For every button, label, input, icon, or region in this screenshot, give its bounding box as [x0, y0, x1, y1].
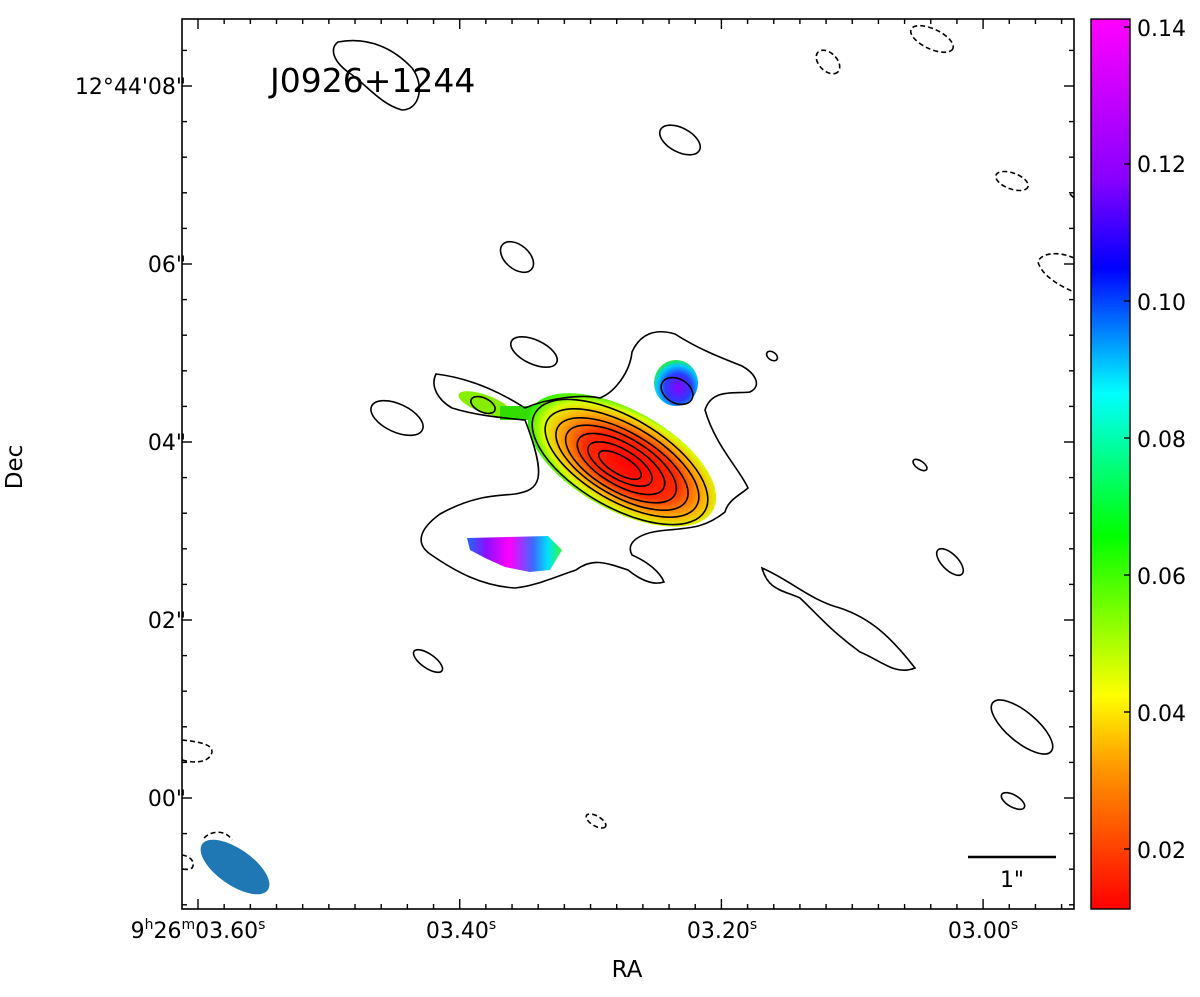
x-tick-labels: 9h26m03.60s 03.40s 03.20s 03.00s: [131, 917, 1019, 944]
core-contour-3: [555, 416, 689, 512]
colorbar-ticks: [1124, 26, 1130, 850]
outer-contour: [420, 330, 758, 589]
image-layer: [182, 24, 1074, 895]
blob-contour-b: [499, 240, 535, 274]
neg-contour-d: [1037, 252, 1074, 293]
y-axis-label: Dec: [2, 445, 28, 490]
core-contour-6: [587, 441, 653, 487]
top-contour: [332, 39, 420, 111]
core-contour-7: [597, 449, 643, 481]
blob-contour-g: [990, 699, 1054, 755]
y-tick-labels: 12°44'08" 06" 04" 02" 00": [75, 75, 186, 812]
core-contour-4: [564, 424, 678, 504]
blob-contour-k: [470, 395, 496, 415]
axis-ticks: [182, 19, 1074, 909]
colorbar-tick-label: 0.08: [1137, 428, 1186, 453]
blob-contour-l: [660, 376, 694, 406]
colorbar-tick-labels: 0.14 0.12 0.10 0.08 0.06 0.04 0.02: [1137, 17, 1186, 864]
x-tick-label: 03.20s: [687, 917, 757, 944]
y-tick-label: 06": [148, 253, 186, 278]
y-tick-label: 00": [148, 787, 186, 812]
blob-contour-c: [509, 336, 559, 368]
y-tick-label: 04": [148, 431, 186, 456]
colorbar-tick-label: 0.04: [1137, 702, 1186, 727]
core-contour-2: [544, 408, 700, 518]
blob-contour-h: [1000, 791, 1026, 811]
colorbar-tick-label: 0.02: [1137, 839, 1186, 864]
x-axis-label: RA: [612, 957, 643, 983]
sw-knot-pixels: [467, 536, 562, 572]
blob-contour-e: [412, 648, 444, 674]
source-name: J0926+1244: [268, 61, 475, 100]
blob-contour-i: [912, 458, 928, 472]
core-contour-1: [531, 398, 709, 526]
neg-contour-f: [182, 739, 213, 763]
colorbar-tick-label: 0.14: [1137, 17, 1186, 42]
scale-bar-label: 1": [1000, 868, 1024, 893]
core-contour-5: [576, 432, 666, 496]
x-tick-label: 9h26m03.60s: [131, 917, 266, 944]
neg-contour-a: [815, 49, 841, 75]
colorbar: [1090, 18, 1131, 910]
neg-contour-h: [203, 831, 233, 841]
neg-contour-e: [1069, 193, 1074, 199]
colorbar-tick-label: 0.10: [1137, 291, 1186, 316]
colorbar-tick-label: 0.06: [1137, 565, 1186, 590]
y-tick-label: 02": [148, 609, 186, 634]
x-tick-label: 03.00s: [948, 917, 1018, 944]
blob-contour-a: [658, 124, 702, 156]
blob-contour-d: [370, 399, 424, 437]
arm-contour: [760, 566, 917, 671]
neg-contour-c: [994, 170, 1030, 192]
neg-contour-b: [909, 24, 955, 54]
neg-contour-g: [585, 813, 607, 829]
beam-ellipse: [200, 839, 270, 895]
y-tick-label: 12°44'08": [75, 75, 186, 100]
colorbar-tick-label: 0.12: [1137, 153, 1186, 178]
n-knot-pixels: [654, 360, 698, 406]
blob-contour-f: [935, 547, 965, 577]
blob-contour-j: [765, 350, 779, 362]
x-tick-label: 03.40s: [426, 917, 496, 944]
